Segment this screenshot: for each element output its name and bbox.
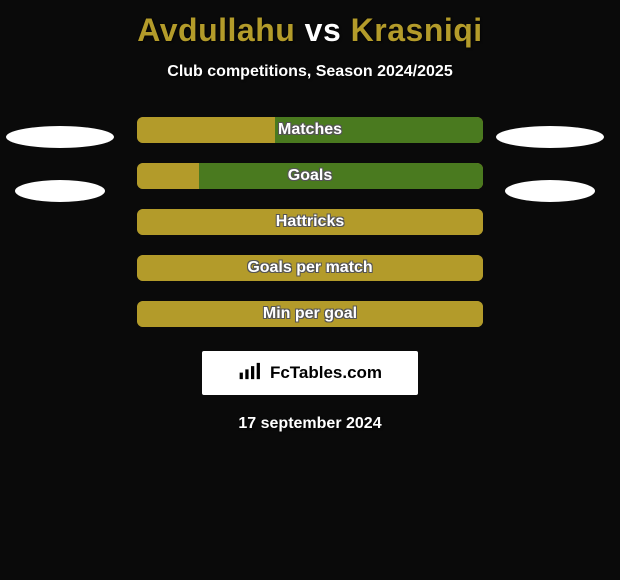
- bar: 0.14Goals per match: [137, 255, 483, 281]
- stat-label: Matches: [278, 121, 342, 139]
- bar: 00Hattricks: [137, 209, 483, 235]
- bar-left-fill: [137, 163, 199, 189]
- bar: 873Min per goal: [137, 301, 483, 327]
- subtitle: Club competitions, Season 2024/2025: [0, 63, 620, 81]
- stat-label: Goals per match: [247, 259, 372, 277]
- stat-label: Min per goal: [263, 305, 357, 323]
- player2-name: Krasniqi: [351, 12, 483, 48]
- chart-icon: [238, 361, 264, 386]
- player-marker: [496, 126, 604, 148]
- stat-label: Goals: [288, 167, 332, 185]
- date-text: 17 september 2024: [0, 415, 620, 433]
- player-marker: [15, 180, 105, 202]
- badge-text: FcTables.com: [270, 363, 382, 383]
- source-badge[interactable]: FcTables.com: [202, 351, 418, 395]
- player1-name: Avdullahu: [137, 12, 295, 48]
- stat-rows: 67Matches 01Goals 00Hattricks 0.14Goals per…: [0, 117, 620, 327]
- stat-row: 873Min per goal: [0, 301, 620, 327]
- stat-label: Hattricks: [276, 213, 344, 231]
- title-vs: vs: [305, 12, 342, 48]
- stats-card: Avdullahu vs Krasniqi Club competitions,…: [0, 0, 620, 580]
- page-title: Avdullahu vs Krasniqi: [0, 0, 620, 49]
- stat-row: 0.14Goals per match: [0, 255, 620, 281]
- player-marker: [505, 180, 595, 202]
- bar-right-fill: [199, 163, 483, 189]
- bar-left-fill: [137, 117, 275, 143]
- stat-row: 00Hattricks: [0, 209, 620, 235]
- bar: 67Matches: [137, 117, 483, 143]
- player-marker: [6, 126, 114, 148]
- bar: 01Goals: [137, 163, 483, 189]
